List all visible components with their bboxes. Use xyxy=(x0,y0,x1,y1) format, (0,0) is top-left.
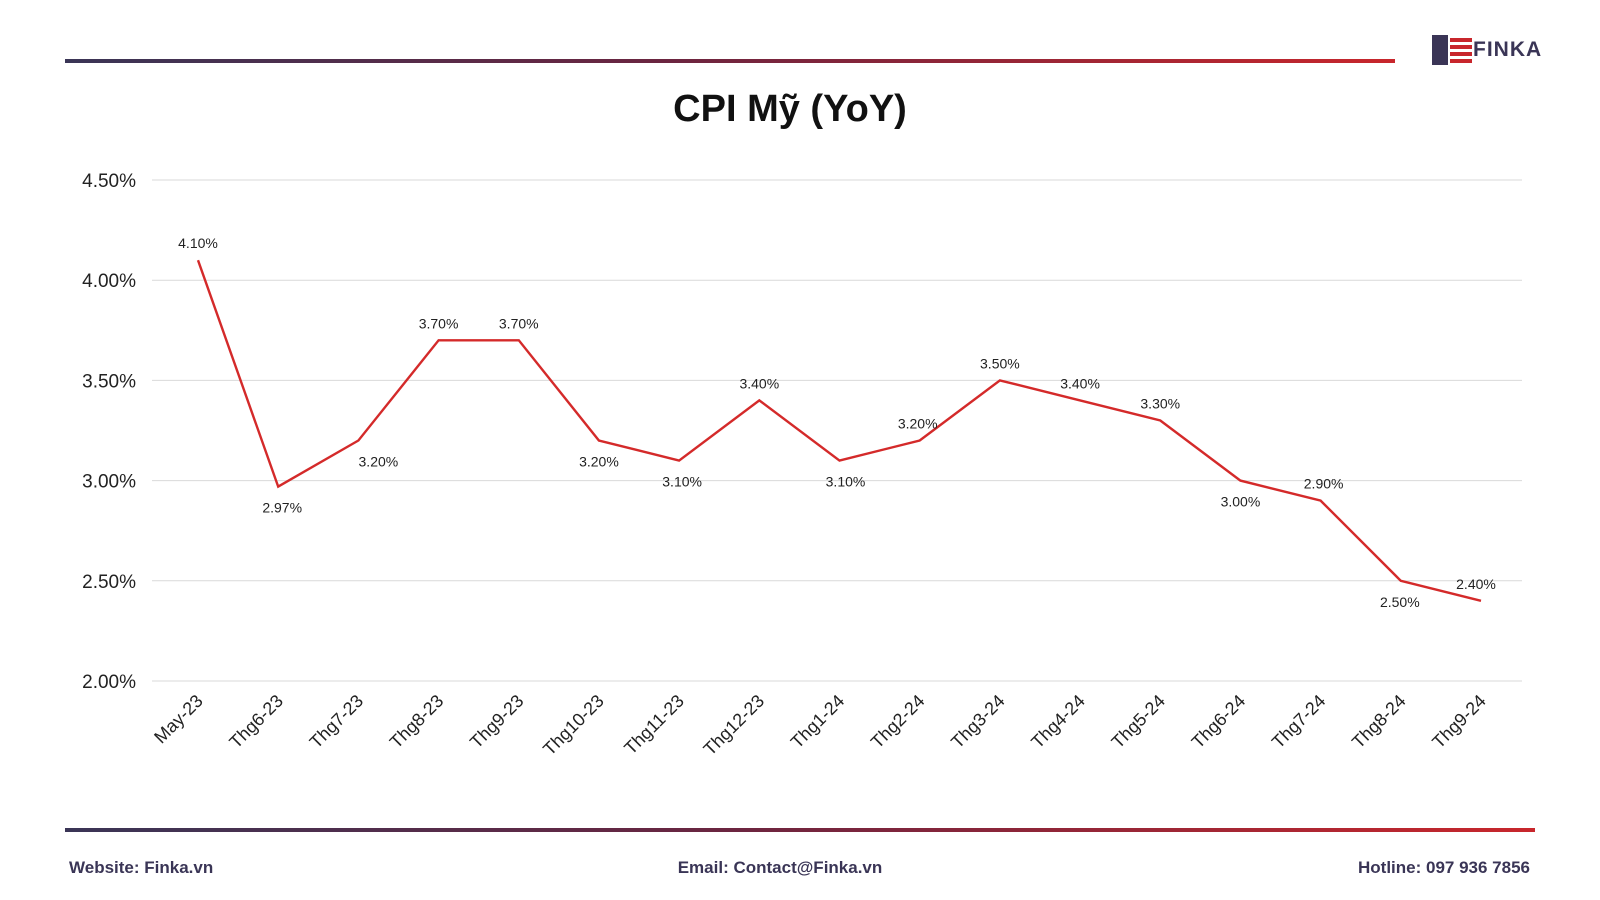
data-label: 3.20% xyxy=(579,454,619,470)
x-tick-label: Thg9-24 xyxy=(1428,691,1490,753)
data-label: 2.90% xyxy=(1304,476,1344,492)
series-line xyxy=(196,259,1482,602)
x-tick-label: Thg2-24 xyxy=(867,691,929,753)
y-tick-label: 3.00% xyxy=(82,472,136,493)
x-tick-label: Thg3-24 xyxy=(947,691,1009,753)
data-labels: 4.10% 2.97% 3.20% 3.70% 3.70% 3.20% 3.10% 3.40%… xyxy=(178,235,1496,610)
x-tick-label: Thg4-24 xyxy=(1027,691,1089,753)
data-label: 3.00% xyxy=(1221,494,1261,510)
gridlines xyxy=(152,179,1522,682)
data-label: 2.97% xyxy=(262,500,302,516)
data-label: 3.70% xyxy=(419,315,459,331)
y-tick-label: 4.00% xyxy=(82,271,136,292)
x-tick-label: Thg7-23 xyxy=(306,691,368,753)
x-tick-label: Thg9-23 xyxy=(466,691,528,753)
footer-hotline[interactable]: Hotline: 097 936 7856 xyxy=(1358,858,1530,877)
footer-website[interactable]: Website: Finka.vn xyxy=(69,858,214,877)
data-label: 3.40% xyxy=(739,375,779,391)
x-axis-tick-labels: May-23 Thg6-23 Thg7-23 Thg8-23 Thg9-23 Thg10-… xyxy=(150,691,1490,760)
x-tick-label: Thg1-24 xyxy=(787,691,849,753)
data-label: 3.70% xyxy=(499,315,539,331)
data-label: 3.10% xyxy=(662,474,702,490)
line-chart: 2.00% 2.50% 3.00% 3.50% 4.00% 4.50% May-23 Thg… xyxy=(82,171,1522,760)
data-label: 3.20% xyxy=(898,416,938,432)
x-tick-label: Thg10-23 xyxy=(539,691,608,760)
x-tick-label: Thg11-23 xyxy=(620,691,688,759)
chart-title: CPI Mỹ (YoY) xyxy=(673,88,907,130)
header-divider xyxy=(65,59,1395,63)
data-label: 2.40% xyxy=(1456,576,1496,592)
logo-text: FINKA xyxy=(1473,38,1543,61)
data-label: 4.10% xyxy=(178,235,218,251)
footer-divider xyxy=(65,828,1535,832)
data-label: 3.40% xyxy=(1060,375,1100,391)
footer-email[interactable]: Email: Contact@Finka.vn xyxy=(677,858,883,877)
x-tick-label: Thg8-23 xyxy=(386,691,448,753)
x-tick-label: Thg7-24 xyxy=(1268,691,1330,753)
data-label: 2.50% xyxy=(1380,594,1420,610)
finka-logo[interactable]: FINKA xyxy=(1432,34,1542,66)
y-tick-label: 2.50% xyxy=(82,572,136,593)
x-tick-label: May-23 xyxy=(150,691,207,748)
data-label: 3.20% xyxy=(359,454,399,470)
data-label: 3.50% xyxy=(980,355,1020,371)
y-tick-label: 2.00% xyxy=(82,672,136,693)
x-tick-label: Thg6-23 xyxy=(225,691,287,753)
y-tick-label: 4.50% xyxy=(82,171,136,192)
y-axis-tick-labels: 2.00% 2.50% 3.00% 3.50% 4.00% 4.50% xyxy=(82,171,136,693)
x-tick-label: Thg5-24 xyxy=(1108,691,1170,753)
x-tick-label: Thg8-24 xyxy=(1348,691,1410,753)
series-line-path xyxy=(196,259,1482,602)
y-tick-label: 3.50% xyxy=(82,371,136,392)
x-tick-label: Thg12-23 xyxy=(700,691,769,760)
finka-logo-mark xyxy=(1432,35,1472,65)
x-tick-label: Thg6-24 xyxy=(1188,691,1250,753)
data-label: 3.30% xyxy=(1140,395,1180,411)
data-label: 3.10% xyxy=(826,474,866,490)
